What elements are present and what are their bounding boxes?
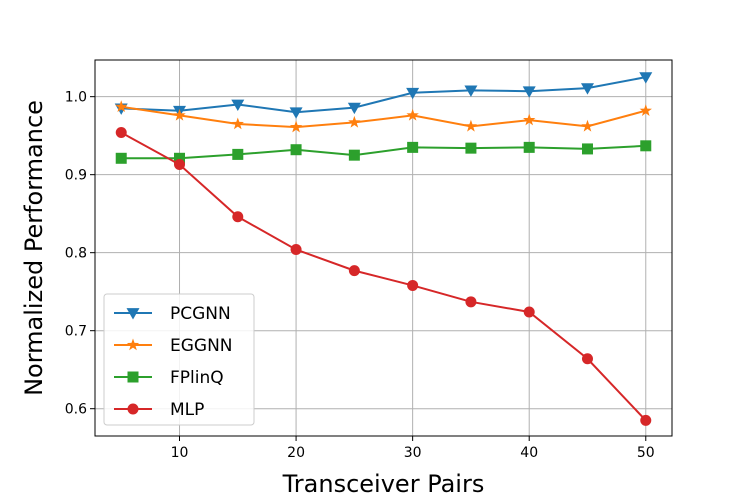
series-mlp xyxy=(115,127,652,426)
legend: PCGNN EGGNN FPlinQ MLP xyxy=(103,293,255,426)
data-point-mlp xyxy=(465,296,477,308)
data-point-pcgnn xyxy=(522,86,536,98)
legend-marker-pcgnn xyxy=(126,308,140,320)
data-point-fplinq xyxy=(465,142,477,154)
data-point-pcgnn xyxy=(580,83,594,95)
x-tick-label: 10 xyxy=(171,445,189,461)
data-point-fplinq xyxy=(640,140,652,152)
data-point-eggnn xyxy=(289,120,303,133)
data-point-mlp xyxy=(115,127,127,139)
data-point-mlp xyxy=(290,244,302,256)
plot-frame xyxy=(94,59,673,437)
y-tick-label: 0.6 xyxy=(65,402,87,418)
data-point-pcgnn xyxy=(406,87,420,100)
data-point-fplinq xyxy=(523,141,535,153)
data-point-eggnn xyxy=(639,104,652,116)
data-point-eggnn xyxy=(406,108,419,121)
y-tick-label: 0.8 xyxy=(65,246,87,262)
data-point-fplinq xyxy=(232,148,244,160)
legend-box xyxy=(103,293,255,426)
x-tick-label: 40 xyxy=(520,445,538,461)
x-axis-label: Transceiver Pairs xyxy=(282,470,485,498)
legend-item-fplinq: FPlinQ xyxy=(114,368,224,388)
data-point-eggnn xyxy=(173,108,186,121)
data-point-mlp xyxy=(348,265,360,277)
legend-marker-fplinq xyxy=(127,371,139,383)
data-point-mlp xyxy=(581,353,593,365)
legend-marker-mlp xyxy=(127,403,139,415)
legend-item-mlp: MLP xyxy=(114,400,204,420)
series-fplinq xyxy=(115,140,652,164)
data-point-pcgnn xyxy=(289,107,303,119)
legend-label: MLP xyxy=(170,400,204,420)
x-tick-label: 30 xyxy=(404,445,422,461)
data-point-eggnn xyxy=(523,113,536,126)
series-group xyxy=(114,72,653,426)
legend-item-pcgnn: PCGNN xyxy=(114,304,231,324)
series-eggnn xyxy=(115,100,652,133)
data-point-pcgnn xyxy=(464,85,478,97)
data-point-eggnn xyxy=(115,100,128,113)
x-tick-label: 50 xyxy=(637,445,655,461)
data-point-eggnn xyxy=(464,119,478,132)
y-tick-label: 1.0 xyxy=(65,90,87,106)
data-point-eggnn xyxy=(348,115,361,128)
data-point-pcgnn xyxy=(639,72,653,84)
x-tick-label: 20 xyxy=(287,445,305,461)
y-tick-label: 0.9 xyxy=(65,168,87,184)
legend-label: EGGNN xyxy=(170,336,233,356)
data-point-fplinq xyxy=(348,149,360,161)
data-point-pcgnn xyxy=(231,99,245,111)
data-point-fplinq xyxy=(115,152,127,164)
data-point-mlp xyxy=(174,159,186,171)
series-line-eggnn xyxy=(121,105,647,129)
legend-label: FPlinQ xyxy=(170,368,224,388)
axis-ticks: 10 20 30 40 50 0.6 0.7 0.8 0.9 1.0 xyxy=(65,90,655,461)
legend-marker-eggnn xyxy=(126,338,140,351)
data-point-mlp xyxy=(640,414,652,426)
y-axis-label: Normalized Performance xyxy=(20,100,48,396)
data-point-pcgnn xyxy=(347,102,361,115)
data-point-eggnn xyxy=(581,119,594,132)
legend-label: PCGNN xyxy=(170,304,231,324)
series-line-pcgnn xyxy=(121,76,646,114)
data-point-mlp xyxy=(232,211,244,223)
data-point-eggnn xyxy=(231,117,244,130)
series-pcgnn xyxy=(114,72,653,119)
data-point-fplinq xyxy=(290,144,302,156)
series-line-fplinq xyxy=(121,144,646,160)
data-point-fplinq xyxy=(174,152,186,164)
y-tick-label: 0.7 xyxy=(65,324,87,340)
series-line-mlp xyxy=(120,131,647,422)
legend-item-eggnn: EGGNN xyxy=(114,336,233,356)
data-point-mlp xyxy=(523,306,535,318)
data-point-fplinq xyxy=(581,143,593,155)
data-point-mlp xyxy=(407,279,419,291)
data-point-fplinq xyxy=(407,141,419,153)
